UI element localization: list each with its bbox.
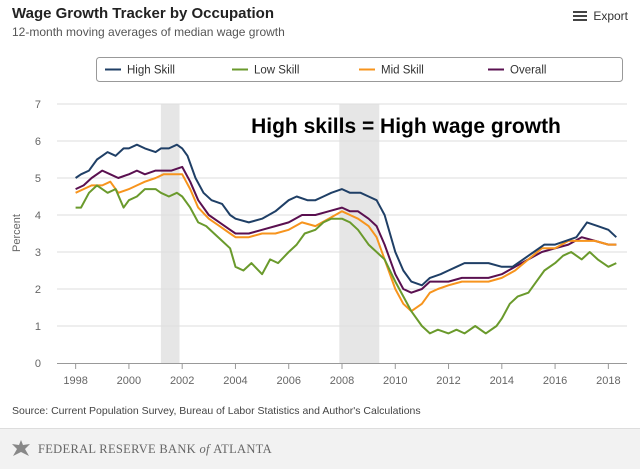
x-tick-label: 2010 (383, 375, 407, 387)
series-line-mid-skill (75, 173, 617, 313)
y-tick-label: 3 (35, 247, 41, 259)
recession-band-1 (339, 104, 380, 363)
wage-growth-chart: 1998 2000 2002 2004 2006 2008 2010 2012 2014 2016… (11, 57, 627, 387)
legend-item-overall: Overall (488, 65, 546, 77)
x-tick-label: 2012 (436, 375, 460, 387)
x-tick-label: 2016 (543, 375, 567, 387)
series-lines (75, 143, 617, 335)
y-axis-label: Percent (11, 214, 23, 252)
y-tick-label: 1 (35, 321, 41, 333)
x-tick-label: 1998 (63, 375, 87, 387)
x-tick-label: 2004 (223, 375, 247, 387)
export-label: Export (593, 9, 628, 23)
recession-bands (160, 104, 380, 363)
legend-item-mid-skill: Mid Skill (359, 65, 424, 77)
export-button[interactable]: Export (573, 9, 628, 23)
y-tick-label: 4 (35, 210, 41, 222)
eagle-logo-icon (12, 440, 30, 456)
x-axis: 1998 2000 2002 2004 2006 2008 2010 2012 2014 2016… (57, 363, 627, 387)
legend: High Skill Low Skill Mid Skill Overall (96, 57, 623, 82)
series-line-overall (75, 165, 617, 294)
y-tick-label: 0 (35, 358, 41, 370)
org-name: FEDERAL RESERVE BANK of ATLANTA (38, 442, 272, 456)
y-tick-label: 6 (35, 136, 41, 148)
legend-label: Low Skill (254, 65, 299, 77)
recession-band-0 (160, 104, 180, 363)
legend-item-low-skill: Low Skill (232, 65, 299, 77)
menu-icon (573, 10, 588, 22)
legend-label: Overall (510, 65, 546, 77)
y-tick-label: 2 (35, 284, 41, 296)
x-tick-label: 2008 (330, 375, 354, 387)
x-tick-label: 2006 (276, 375, 300, 387)
x-tick-label: 2000 (117, 375, 141, 387)
chart-title: Wage Growth Tracker by Occupation (12, 5, 275, 22)
chart-subtitle: 12-month moving averages of median wage … (12, 25, 285, 39)
series-line-high-skill (75, 143, 617, 287)
y-axis: 0 1 2 3 4 5 6 7 (35, 99, 41, 370)
y-tick-label: 7 (35, 99, 41, 111)
x-tick-label: 2018 (596, 375, 620, 387)
legend-label: Mid Skill (381, 65, 424, 77)
legend-item-high-skill: High Skill (105, 65, 175, 77)
y-tick-label: 5 (35, 173, 41, 185)
chart-annotation: High skills = High wage growth (251, 115, 561, 138)
source-note: Source: Current Population Survey, Burea… (12, 405, 421, 417)
series-line-low-skill (75, 184, 617, 335)
x-tick-label: 2002 (170, 375, 194, 387)
legend-label: High Skill (127, 65, 175, 77)
footer-bar: FEDERAL RESERVE BANK of ATLANTA (0, 428, 640, 469)
x-tick-label: 2014 (490, 375, 514, 387)
